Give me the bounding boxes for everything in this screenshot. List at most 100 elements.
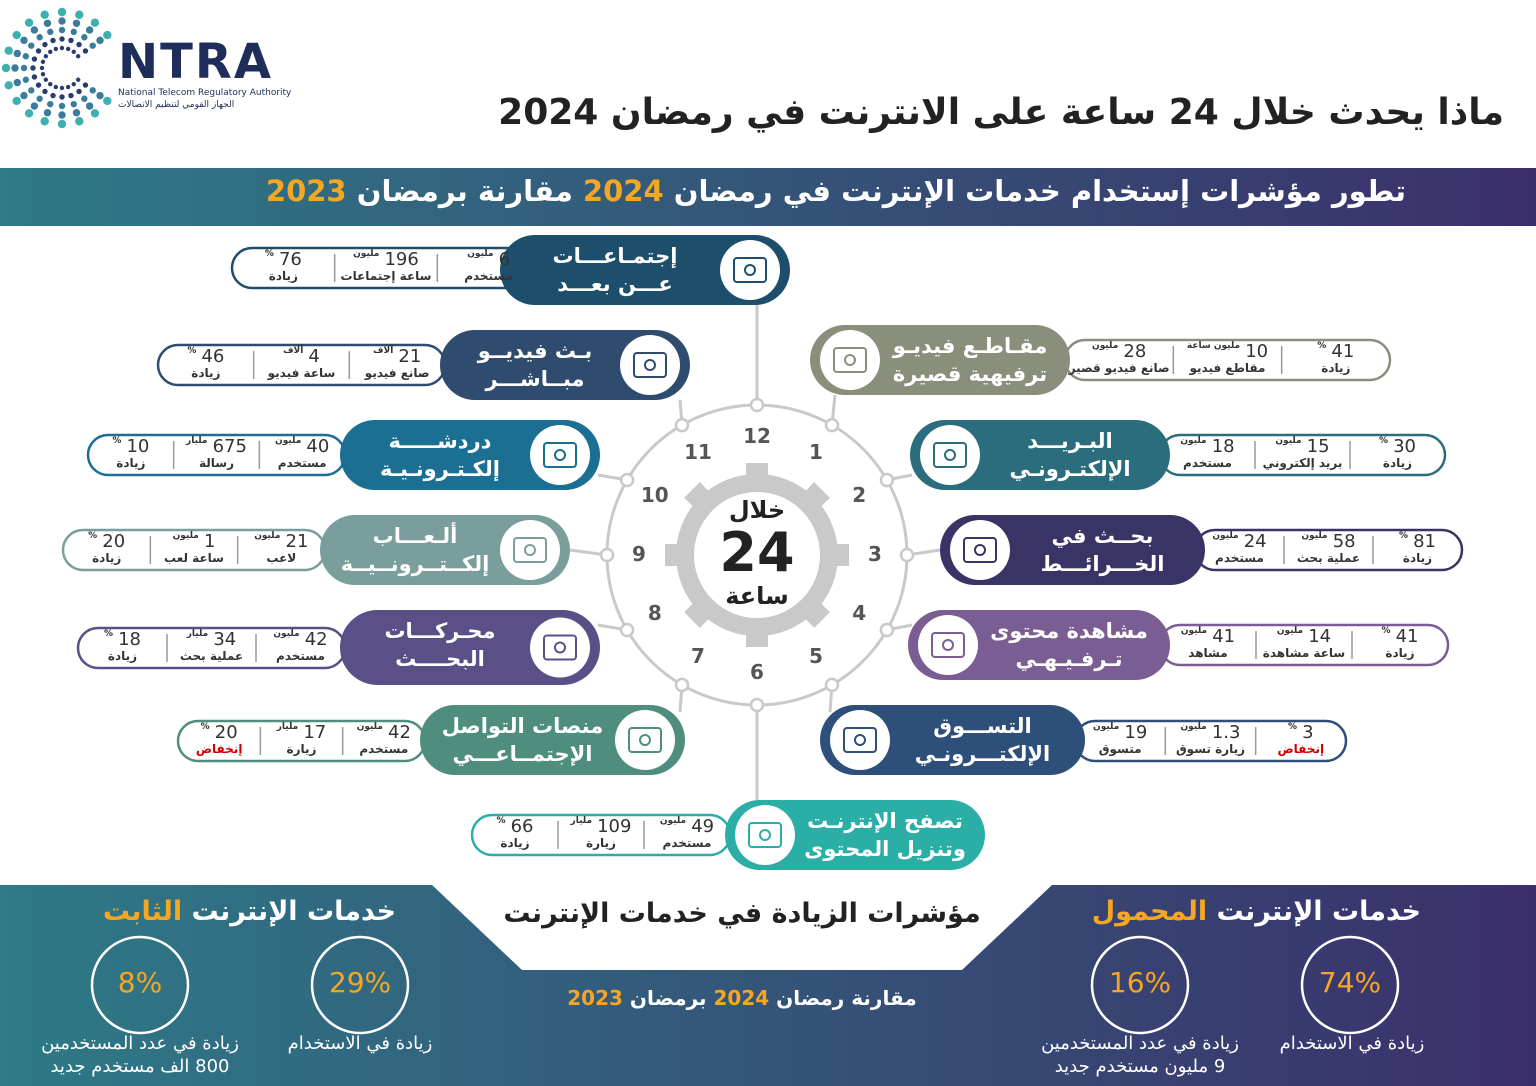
- logo-dot: [70, 28, 77, 36]
- subtitle-part: 2023: [567, 986, 623, 1010]
- logo-ar: الجهاز القومي لتنظيم الاتصالات: [118, 100, 235, 110]
- bottom-middle: [432, 885, 1052, 970]
- ring-node: [749, 697, 765, 713]
- stat-number: 42: [304, 629, 328, 650]
- stat-label: زيارة تسوق: [1175, 742, 1246, 756]
- logo-dot: [75, 77, 81, 82]
- circle-value: 29%: [328, 966, 392, 999]
- ring-node: [674, 417, 690, 433]
- clock-hour: 11: [684, 439, 712, 464]
- service-title: عـــن بعـــد: [557, 272, 673, 296]
- stat-number: 10: [1245, 341, 1269, 362]
- logo-dot: [40, 117, 49, 126]
- circle-label: زيادة في عدد المستخدمين: [1041, 1033, 1239, 1054]
- clock-center: خلال 24 ساعة: [697, 495, 817, 611]
- panel-title: خدمات الإنترنت المحمول: [1092, 896, 1421, 927]
- banner-part: 2024: [582, 174, 664, 208]
- stat-label: مشاهد: [1188, 646, 1228, 660]
- logo-dot: [59, 36, 65, 42]
- ring-node: [824, 417, 840, 433]
- service-icon-dot: [644, 359, 656, 371]
- circle-label: زيادة في عدد المستخدمين: [41, 1033, 239, 1054]
- service-icon-dot: [639, 734, 651, 746]
- title: ماذا يحدث خلال 24 ساعة على الانترنت في ر…: [498, 92, 1504, 133]
- clock-center-line: 24: [719, 521, 795, 584]
- stat-label: مقاطع فيديو: [1189, 361, 1266, 375]
- stat-label: زيادة: [116, 456, 146, 470]
- stat-number: 109: [597, 816, 632, 837]
- stat-number: 4: [308, 346, 320, 367]
- stat-label: ساعة فيديو: [267, 366, 336, 380]
- stat-value: 40 مليون: [259, 436, 345, 457]
- logo-dots: [1, 7, 112, 129]
- stat-unit: %: [200, 722, 210, 732]
- stat-number: 18: [118, 629, 142, 650]
- service-icon-bg: [820, 330, 880, 390]
- stat-unit: مليون: [353, 249, 380, 259]
- stat-label: متسوق: [1098, 742, 1142, 756]
- stat-label: مستخدم: [662, 836, 712, 850]
- middle-subtitle: مقارنة رمضان 2024 برمضان 2023: [432, 986, 1052, 1010]
- stat-label: عملية بحث: [179, 649, 244, 663]
- stat-value: 41 مليون: [1160, 626, 1256, 647]
- logo-dot: [76, 41, 82, 48]
- stat-number: 30: [1393, 436, 1417, 457]
- banner-part: 2023: [265, 174, 347, 208]
- stat-unit: مليار: [570, 816, 593, 826]
- stat-label: صانع فيديو: [364, 366, 430, 380]
- logo-dot: [30, 102, 39, 110]
- stat-label: زيادة: [1321, 361, 1351, 375]
- stat-number: 1: [203, 531, 216, 552]
- stat-value: 21 آلاف: [349, 346, 445, 367]
- stat-value: 20 %: [63, 531, 150, 552]
- logo-dot: [1, 63, 11, 73]
- stat-value: 41 %: [1282, 341, 1390, 362]
- service-icon-dot: [944, 449, 956, 461]
- logo-dot: [82, 82, 89, 88]
- logo-dot: [22, 53, 30, 60]
- stat-number: 18: [1211, 436, 1235, 457]
- stat-unit: %: [264, 249, 274, 259]
- logo-dot: [70, 100, 77, 108]
- clock-hour: 9: [632, 542, 646, 566]
- logo-dot: [28, 42, 35, 49]
- service-icon: [833, 347, 867, 373]
- logo-dot: [36, 95, 43, 102]
- stat-unit: %: [103, 629, 114, 639]
- stat-number: 17: [303, 722, 327, 743]
- service-icon-bg: [615, 710, 675, 770]
- stat-value: 10 %: [88, 436, 174, 457]
- stat-unit: آلاف: [283, 346, 304, 356]
- stat-number: 1.3: [1211, 722, 1241, 743]
- service-pill: [340, 610, 600, 685]
- stat-unit: آلاف: [373, 346, 394, 356]
- logo-name: NTRA: [118, 34, 274, 90]
- stat-value: 10 مليون ساعة: [1173, 341, 1281, 362]
- stat-unit: %: [1381, 626, 1391, 636]
- logo-dot: [47, 28, 54, 36]
- stat-label: زيادة: [92, 551, 122, 565]
- clock-hour: 1: [809, 439, 823, 464]
- stat-value: 6 مليون: [437, 249, 540, 270]
- logo-dot: [58, 102, 66, 110]
- logo-dot: [59, 85, 65, 91]
- stat-unit: مليون: [1180, 722, 1207, 732]
- logo-dot: [20, 36, 28, 45]
- service-title: ترفيهية قصيرة: [892, 362, 1048, 386]
- logo-dot: [35, 82, 42, 88]
- service-icon-bg: [720, 240, 780, 300]
- stat-unit: مليون ساعة: [1186, 341, 1241, 351]
- service-pill: [820, 705, 1085, 775]
- clock-hour: 8: [647, 601, 662, 625]
- stat-unit: مليون: [659, 816, 687, 826]
- stat-unit: %: [88, 531, 98, 541]
- clock-hour: 7: [691, 644, 705, 669]
- stat-unit: مليون: [1276, 626, 1304, 636]
- logo-dot: [50, 92, 56, 99]
- stat-unit: مليون: [172, 531, 199, 541]
- service-title: الإلكتـــرونـي: [914, 742, 1051, 766]
- clock-hour: 5: [809, 644, 823, 669]
- stat-value: 24 مليون: [1195, 531, 1284, 552]
- stat-label: زيادة: [500, 836, 530, 850]
